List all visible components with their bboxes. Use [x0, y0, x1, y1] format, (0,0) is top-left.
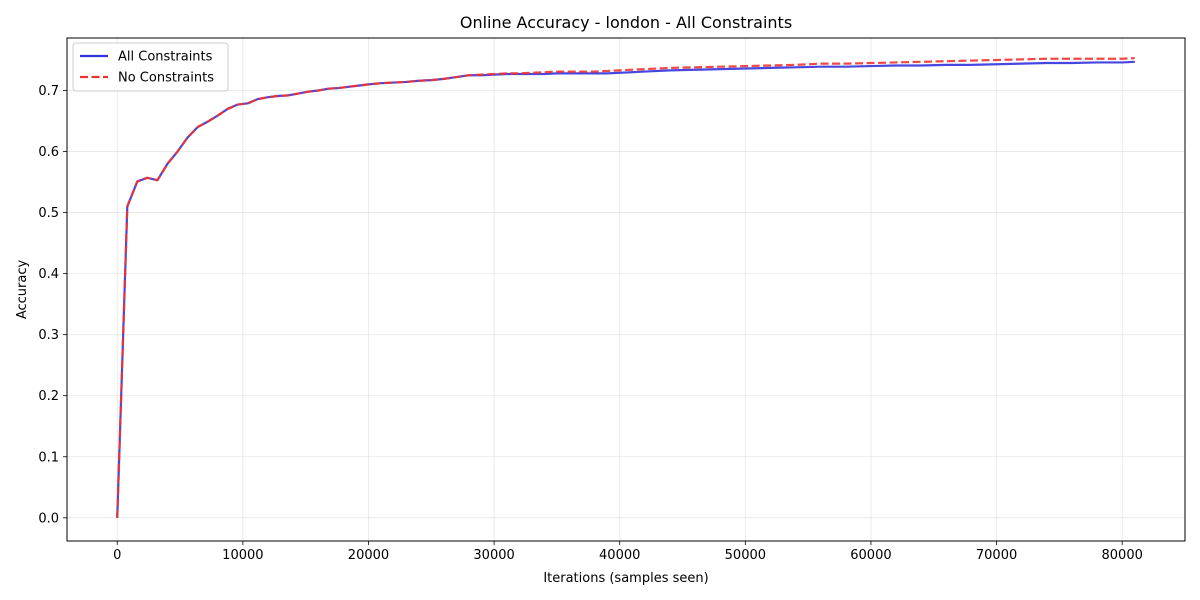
chart-title: Online Accuracy - london - All Constrain…: [460, 13, 792, 32]
x-tick-label: 80000: [1102, 548, 1143, 563]
x-tick-label: 10000: [222, 548, 263, 563]
y-tick-label: 0.1: [38, 450, 59, 465]
series-layer: [116, 57, 1135, 518]
x-tick-label: 0: [113, 548, 121, 563]
x-tick-label: 70000: [976, 548, 1017, 563]
y-tick-label: 0.7: [38, 84, 59, 99]
y-tick-label: 0.2: [38, 389, 59, 404]
x-tick-label: 20000: [348, 548, 389, 563]
ticks: 0 10000 20000 30000 40000 50000 60000 70000 8000…: [38, 84, 1143, 563]
y-tick-label: 0.3: [38, 328, 59, 343]
y-tick-label: 0.5: [38, 206, 59, 221]
y-tick-label: 0.6: [38, 145, 59, 160]
series-line-no-constraints: [116, 57, 1135, 518]
legend: All Constraints No Constraints: [72, 42, 229, 92]
y-axis-label: Accuracy: [15, 260, 30, 320]
x-tick-label: 40000: [599, 548, 640, 563]
legend-label-all-constraints: All Constraints: [118, 50, 213, 65]
y-tick-label: 0.0: [38, 511, 59, 526]
y-tick-label: 0.4: [38, 267, 59, 282]
x-tick-label: 50000: [725, 548, 766, 563]
x-axis-label: Iterations (samples seen): [543, 571, 708, 586]
plot-frame: [66, 37, 1186, 542]
grid: [67, 38, 1185, 541]
legend-label-no-constraints: No Constraints: [118, 71, 214, 86]
legend-box: [72, 42, 229, 92]
x-tick-label: 30000: [473, 548, 514, 563]
x-tick-label: 60000: [850, 548, 891, 563]
